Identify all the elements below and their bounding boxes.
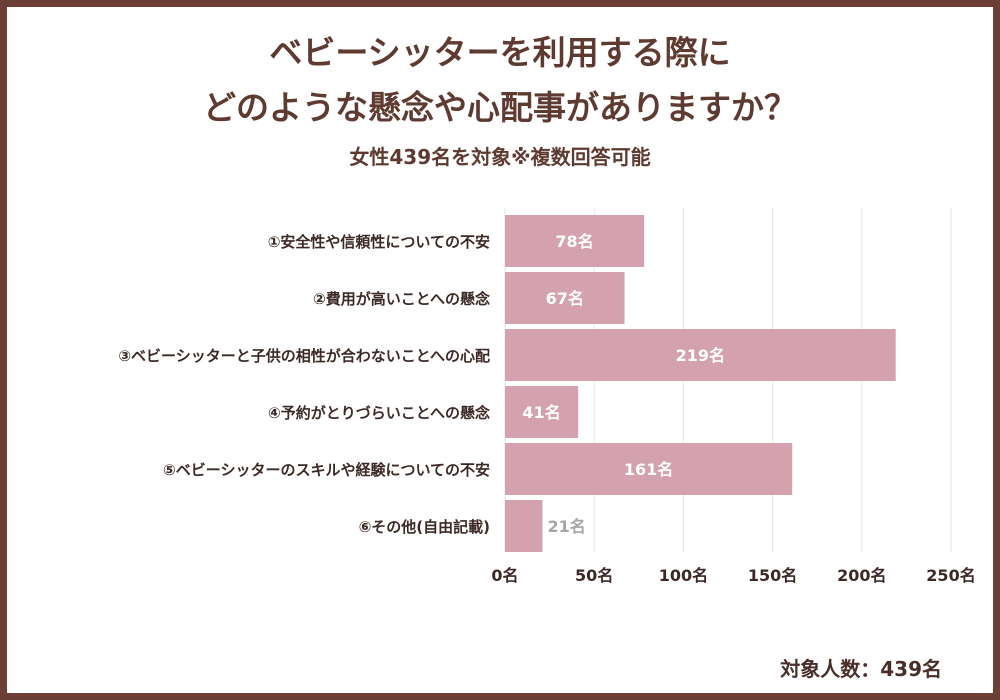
data-label: 67名 [546, 289, 584, 308]
data-label: 161名 [624, 460, 673, 479]
x-tick-label: 150名 [748, 566, 797, 585]
data-label: 78名 [555, 232, 593, 251]
bar [505, 500, 543, 552]
bar [505, 386, 579, 438]
x-tick-label: 100名 [659, 566, 708, 585]
bar [505, 329, 896, 381]
chart-title-line1: ベビーシッターを利用する際に [269, 33, 731, 72]
bar [505, 215, 645, 267]
x-tick-label: 200名 [837, 566, 886, 585]
category-label: ⑥その他(自由記載) [359, 518, 490, 536]
data-label: 219名 [676, 346, 725, 365]
category-label: ⑤ベビーシッターのスキルや経験についての不安 [163, 461, 490, 479]
bar [505, 443, 793, 495]
category-label: ②費用が高いことへの懸念 [313, 290, 490, 308]
data-label: 41名 [522, 403, 560, 422]
chart-subtitle: 女性439名を対象※複数回答可能 [349, 145, 651, 169]
category-label: ①安全性や信頼性についての不安 [268, 233, 490, 251]
chart-title-line2: どのような懸念や心配事がありますか？ [203, 88, 797, 127]
x-tick-label: 250名 [926, 566, 975, 585]
data-label: 21名 [547, 517, 585, 536]
category-label: ④予約がとりづらいことへの懸念 [268, 404, 490, 422]
bar [505, 272, 625, 324]
category-label: ③ベビーシッターと子供の相性が合わないことへの心配 [118, 347, 490, 365]
x-tick-label: 0名 [491, 566, 518, 585]
respondent-count-note: 対象人数：439名 [780, 657, 942, 681]
x-tick-label: 50名 [575, 566, 613, 585]
